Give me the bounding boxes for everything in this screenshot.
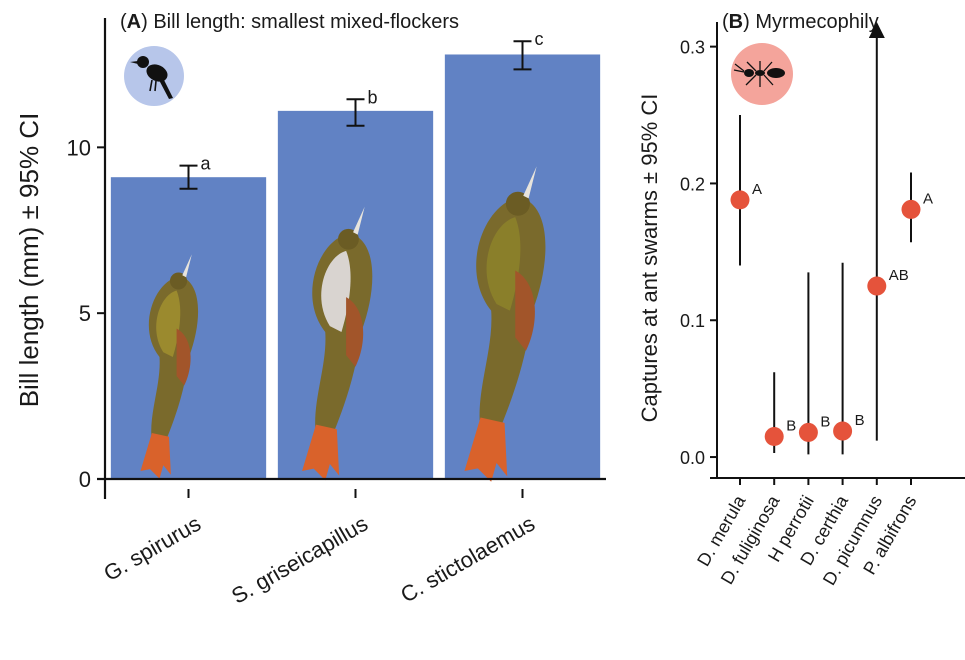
panel-a-title: (A) Bill length: smallest mixed-flockers: [120, 11, 459, 33]
bird-bill: [523, 166, 537, 199]
bird-bill: [353, 206, 365, 235]
group-letter-A: A: [923, 190, 933, 207]
bird-wing: [346, 297, 364, 367]
y-tick-label: 5: [79, 301, 91, 326]
bird-head: [337, 228, 359, 250]
y-tick-label: 0: [79, 467, 91, 492]
bird-wing: [515, 270, 535, 351]
group-letter-b: b: [368, 87, 378, 107]
group-letter-B: B: [786, 418, 796, 435]
panel-a-error-bars: a b c: [179, 29, 544, 190]
y-tick-label: 0.2: [680, 174, 705, 194]
bird-tail: [464, 417, 508, 482]
y-tick-label: 0.1: [680, 311, 705, 331]
woodcreeper-illustration: [302, 206, 373, 481]
bird-breast: [486, 217, 521, 311]
point-d-picumnus: [867, 276, 887, 296]
group-letter-AB: AB: [889, 267, 909, 284]
point-d-fuliginosa: [764, 427, 784, 447]
panel-a-bird-illustrations: [140, 166, 546, 482]
y-tick-label: 0.3: [680, 38, 705, 58]
woodcreeper-illustration: [140, 254, 199, 479]
panel-a-y-axis-label: Bill length (mm) ± 95% CI: [14, 113, 44, 408]
bird-tail: [140, 433, 171, 479]
group-letter-c: c: [535, 29, 544, 49]
bird-breast: [321, 250, 351, 332]
group-letter-a: a: [201, 154, 212, 174]
bird-silhouette-icon: [124, 46, 184, 106]
panel-b-y-axis-label: Captures at ant swarms ± 95% CI: [637, 94, 662, 423]
bird-head: [169, 272, 188, 290]
x-tick-label-c-stictolaemus: C. stictolaemus: [396, 511, 539, 608]
woodcreeper-illustration: [464, 166, 546, 482]
bird-bill: [182, 254, 192, 278]
point-d-certhia: [833, 421, 853, 441]
group-letter-B: B: [820, 413, 830, 430]
bird-tail: [302, 424, 340, 481]
group-letter-A: A: [752, 181, 762, 198]
panel-b-title: (B) Myrmecophily: [722, 11, 879, 33]
bird-breast: [156, 290, 181, 357]
group-letter-B: B: [855, 412, 865, 429]
x-tick-label-s-griseicapillus: S. griseicapillus: [227, 511, 372, 609]
point-d-merula: [730, 190, 750, 210]
y-tick-label: 10: [67, 135, 91, 160]
bird-head: [505, 191, 530, 216]
ant-silhouette-icon: [731, 43, 793, 105]
bird-wing: [176, 328, 191, 386]
y-tick-label: 0.0: [680, 448, 705, 468]
x-tick-label-g-spirurus: G. spirurus: [99, 511, 205, 586]
point-p-albifrons: [901, 199, 921, 219]
point-h-perrotii: [798, 422, 818, 442]
